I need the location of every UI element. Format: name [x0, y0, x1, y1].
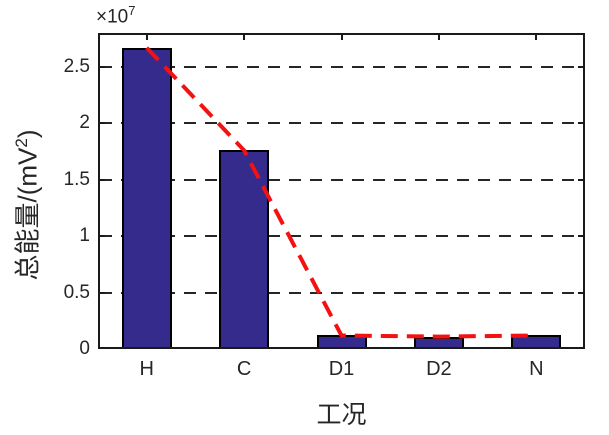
y-tick-left — [98, 235, 105, 238]
exponent-base: ×10 — [96, 6, 129, 28]
y-tick-right — [578, 235, 585, 238]
bar-N — [511, 335, 562, 349]
y-tick-label: 2.5 — [63, 55, 90, 77]
x-tick-top — [437, 33, 440, 40]
bar-layer — [98, 33, 585, 349]
y-tick-right — [578, 178, 585, 181]
x-tick-top — [243, 33, 246, 40]
plot-area — [98, 33, 585, 349]
y-axis-title-sup: 2 — [11, 138, 31, 148]
y-tick-left — [98, 122, 105, 125]
y-tick-left — [98, 178, 105, 181]
exponent-power: 7 — [128, 3, 136, 18]
y-tick-label: 0 — [79, 338, 90, 359]
y-tick-label: 1.5 — [63, 168, 90, 190]
bar-D2 — [413, 336, 464, 349]
x-tick-label-D1: D1 — [328, 358, 355, 380]
x-tick-label-N: N — [529, 358, 544, 380]
y-tick-label: 2 — [79, 112, 90, 134]
bar-C — [219, 150, 270, 349]
y-tick-label: 0.5 — [63, 281, 90, 303]
y-tick-left — [98, 291, 105, 294]
x-tick-top — [340, 33, 343, 40]
y-tick-right — [578, 65, 585, 68]
y-tick-right — [578, 122, 585, 125]
y-tick-right — [578, 291, 585, 294]
bar-H — [121, 47, 172, 349]
x-tick-top — [145, 33, 148, 40]
x-tick-label-D2: D2 — [426, 358, 452, 380]
y-axis-title: 总能量/(mV2) — [8, 129, 45, 280]
y-tick-label: 1 — [79, 225, 90, 247]
x-tick-label-C: C — [236, 358, 252, 380]
bar-D1 — [316, 335, 367, 349]
y-axis-exponent: ×107 — [96, 3, 135, 28]
x-tick-top — [535, 33, 538, 40]
x-axis-title: 工况 — [316, 401, 367, 429]
y-tick-left — [98, 65, 105, 68]
x-tick-label-H: H — [139, 358, 154, 380]
